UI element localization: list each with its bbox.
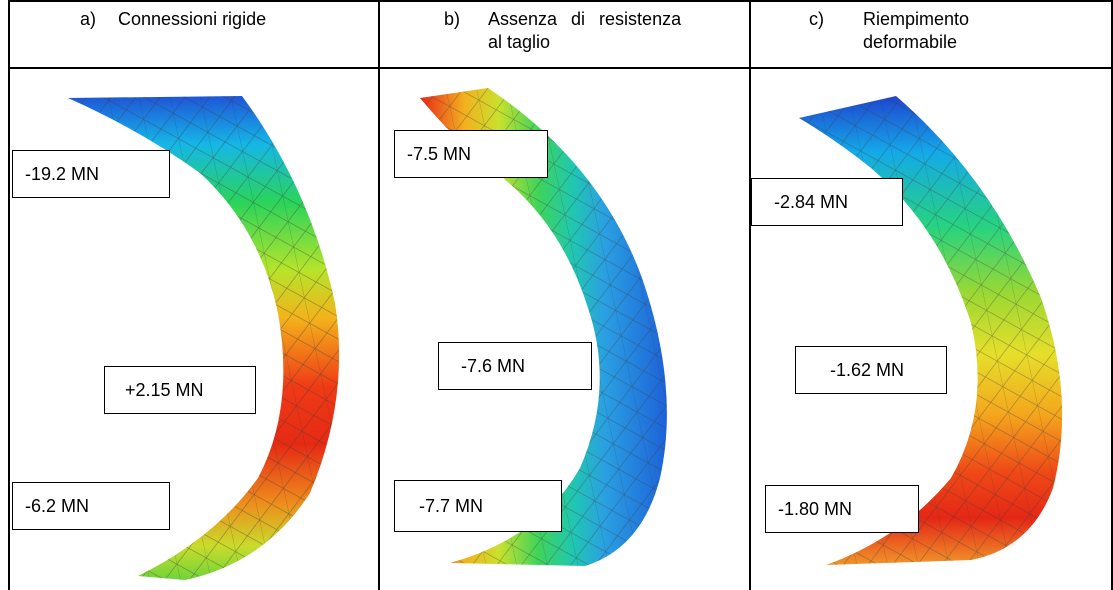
header-bottom-border xyxy=(8,67,1113,69)
panel-c-label-top: -2.84 MN xyxy=(751,178,903,226)
panel-c-title-line-1: Riempimento xyxy=(863,9,970,29)
panel-c-label-bottom: -1.80 MN xyxy=(765,485,919,533)
column-divider-2 xyxy=(749,0,751,590)
panel-a-label-middle: +2.15 MN xyxy=(104,366,256,414)
panel-b-title-line-2: al taglio xyxy=(488,32,551,52)
panel-c-label-middle: -1.62 MN xyxy=(795,346,947,394)
panel-b-plot: -7.5 MN -7.6 MN -7.7 MN xyxy=(380,68,749,590)
panel-b-letter: b) xyxy=(444,9,461,29)
panel-b-label-bottom: -7.7 MN xyxy=(394,480,562,532)
column-divider-1 xyxy=(378,0,380,590)
panel-a-mesh xyxy=(68,96,340,580)
panel-c-plot: -2.84 MN -1.62 MN -1.80 MN xyxy=(751,68,1111,590)
header-panel-c: c) Riempimento deformabile xyxy=(751,1,1111,67)
table-right-border xyxy=(1111,0,1113,590)
panel-a-label-bottom: -6.2 MN xyxy=(12,482,170,530)
panel-b-title-line-1: Assenza di resistenza xyxy=(488,9,682,29)
panel-a-letter: a) xyxy=(80,9,97,29)
panel-a-label-top: -19.2 MN xyxy=(12,150,170,198)
table-top-border xyxy=(8,0,1113,2)
panel-b-label-middle: -7.6 MN xyxy=(438,342,592,390)
header-panel-b: b) Assenza di resistenza al taglio xyxy=(380,1,749,67)
panel-b-mesh xyxy=(420,88,667,566)
panel-a-plot: -19.2 MN +2.15 MN -6.2 MN xyxy=(10,68,378,590)
header-panel-a: a) Connessioni rigide xyxy=(10,1,378,67)
panel-c-title-line-2: deformabile xyxy=(863,32,958,52)
panel-c-mesh xyxy=(799,96,1063,565)
table-left-border xyxy=(8,0,10,590)
panel-b-label-top: -7.5 MN xyxy=(394,130,548,178)
panel-c-letter: c) xyxy=(809,9,824,29)
panel-a-title: Connessioni rigide xyxy=(118,9,267,29)
